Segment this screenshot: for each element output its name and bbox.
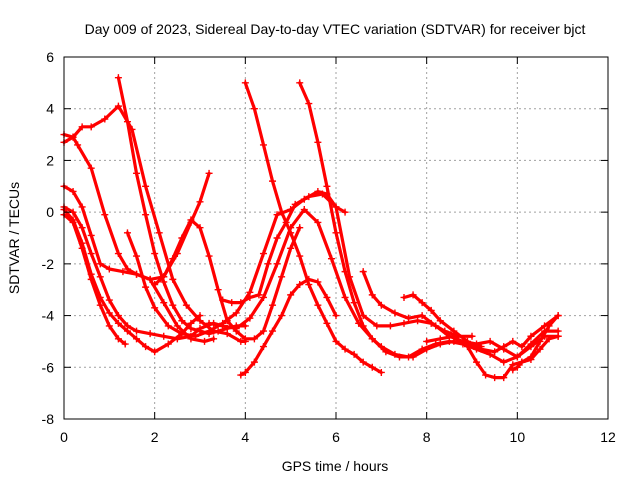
y-tick-label: -6 [42,359,55,375]
x-tick-label: 4 [241,429,249,445]
data-point [401,320,408,327]
data-point [333,229,340,236]
data-point [115,74,122,81]
x-tick-label: 2 [151,429,159,445]
data-point [269,178,276,185]
data-point [142,183,149,190]
data-point [555,333,562,340]
y-tick-label: 2 [46,152,54,168]
y-tick-label: -4 [42,308,55,324]
x-tick-label: 12 [600,429,616,445]
data-point [147,330,154,337]
data-point [210,335,217,342]
sdtvar-chart: Day 009 of 2023, Sidereal Day-to-day VTE… [0,0,640,480]
data-point [387,322,394,329]
x-axis-title: GPS time / hours [282,458,389,474]
data-point [160,333,167,340]
x-tick-label: 0 [60,429,68,445]
data-point [491,374,498,381]
series-line-track-12 [209,210,481,357]
data-point [142,211,149,218]
x-tick-label: 6 [332,429,340,445]
plot-series [61,74,562,381]
data-point [228,299,235,306]
y-tick-label: -8 [42,411,55,427]
data-point [156,229,163,236]
y-tick-label: 4 [46,101,54,117]
data-point [401,294,408,301]
data-point [423,338,430,345]
data-point [206,253,213,260]
data-point [469,333,476,340]
x-tick-label: 8 [423,429,431,445]
data-point [260,141,267,148]
data-point [323,183,330,190]
data-point [206,170,213,177]
data-point [133,170,140,177]
y-axis-title: SDTVAR / TECUs [6,182,22,294]
x-tick-label: 10 [510,429,526,445]
chart-title: Day 009 of 2023, Sidereal Day-to-day VTE… [85,21,586,37]
y-tick-label: 6 [46,49,54,65]
y-tick-label: 0 [46,204,54,220]
y-tick-label: -2 [42,256,55,272]
data-point [201,338,208,345]
data-point [314,139,321,146]
data-point [215,286,222,293]
